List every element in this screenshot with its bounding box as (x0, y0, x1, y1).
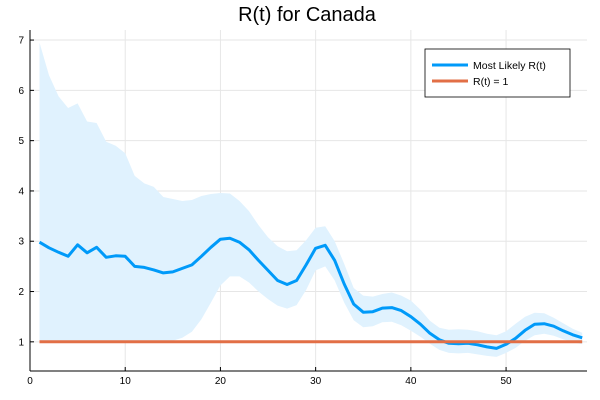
y-tick-label: 7 (18, 36, 24, 47)
y-tick-label: 3 (18, 237, 24, 248)
x-tick-label: 40 (405, 376, 417, 387)
series-line-most-likely (38, 236, 583, 350)
legend-label-most-likely: Most Likely R(t) (473, 60, 546, 72)
x-tick-label: 30 (310, 376, 322, 387)
chart-title: R(t) for Canada (238, 4, 377, 26)
legend-box (424, 48, 571, 98)
axes (29, 30, 587, 372)
x-tick-label: 0 (27, 376, 33, 387)
y-tick-label: 1 (18, 337, 24, 348)
series-lines (38, 236, 583, 350)
y-tick-label: 4 (18, 186, 24, 197)
x-tick-label: 10 (120, 376, 132, 387)
confidence-band-area (39, 42, 583, 357)
y-tick-label: 2 (18, 287, 24, 298)
y-tick-label: 6 (18, 86, 24, 97)
legend: Most Likely R(t) R(t) = 1 (424, 48, 571, 98)
x-tick-label: 50 (501, 376, 513, 387)
y-tick-label: 5 (18, 136, 24, 147)
legend-label-baseline: R(t) = 1 (473, 76, 508, 88)
tick-labels: 0 10 20 30 40 50 1 2 3 4 5 6 7 (18, 36, 512, 387)
x-tick-label: 20 (215, 376, 227, 387)
confidence-band (39, 42, 583, 357)
